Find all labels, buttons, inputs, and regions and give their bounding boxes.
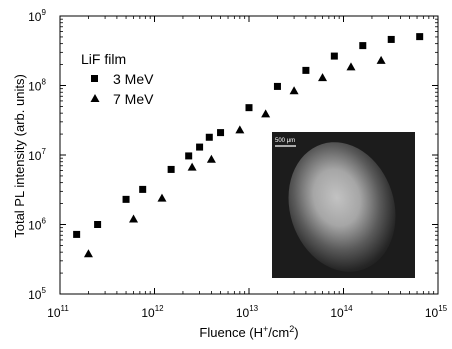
data-point-3mev	[273, 82, 281, 90]
x-tick-label: 1015	[425, 304, 448, 320]
data-point-3mev	[196, 143, 204, 151]
data-point-7mev	[346, 62, 356, 71]
x-tick-label-exponent: 15	[438, 304, 447, 313]
inset-scale-bar-label: 500 μm	[275, 138, 295, 144]
x-tick-label: 1014	[330, 304, 353, 320]
data-point-7mev	[187, 162, 197, 171]
y-tick-label: 109	[28, 8, 46, 24]
legend-marker-7mev	[90, 94, 100, 102]
y-tick-label-exponent: 9	[41, 8, 46, 17]
x-tick-label-base: 10	[47, 306, 61, 320]
data-point-3mev	[139, 185, 147, 193]
legend-marker-3mev	[91, 75, 98, 82]
y-tick-label: 105	[28, 286, 46, 302]
inset-pl-spot	[288, 142, 396, 272]
data-point-3mev	[217, 129, 225, 137]
data-point-3mev	[387, 35, 395, 43]
legend-label-3mev: 3 MeV	[113, 71, 154, 87]
data-point-7mev	[318, 73, 328, 82]
x-tick-label-exponent: 13	[249, 304, 258, 313]
series-3mev-markers	[73, 33, 424, 238]
x-axis-title-text: Fluence (H	[199, 325, 263, 340]
y-tick-label-base: 10	[28, 10, 42, 24]
data-point-3mev	[245, 104, 253, 112]
y-tick-label: 107	[28, 147, 46, 163]
x-tick-label-exponent: 14	[344, 304, 353, 313]
data-point-3mev	[416, 33, 424, 41]
data-point-7mev	[261, 109, 271, 118]
x-axis-title-mid: /cm	[268, 325, 289, 340]
x-axis-title-superscript: +	[263, 324, 268, 334]
y-tick-label-base: 10	[28, 288, 42, 302]
legend-label-7mev: 7 MeV	[113, 91, 154, 107]
data-point-7mev	[235, 125, 245, 134]
y-tick-label-exponent: 5	[41, 286, 46, 295]
data-point-3mev	[167, 165, 175, 173]
inset-image: 500 μm	[272, 132, 415, 278]
data-point-3mev	[205, 133, 213, 141]
data-point-7mev	[206, 154, 216, 163]
x-axis-title: Fluence (H+/cm2)	[199, 324, 298, 340]
data-point-3mev	[185, 152, 193, 160]
x-tick-label: 1011	[47, 304, 69, 320]
data-point-3mev	[330, 52, 338, 60]
data-point-3mev	[359, 42, 367, 50]
y-tick-label-base: 10	[28, 219, 42, 233]
data-point-7mev	[157, 193, 167, 202]
y-tick-label-base: 10	[28, 80, 42, 94]
data-point-3mev	[94, 221, 102, 228]
legend-title: LiF film	[81, 51, 126, 67]
x-tick-label-base: 10	[236, 306, 250, 320]
y-axis-title: Total PL intensity (arb. units)	[12, 74, 27, 238]
data-point-3mev	[122, 195, 130, 203]
y-tick-label: 108	[28, 78, 46, 94]
data-point-3mev	[302, 66, 310, 74]
x-axis-ticks: 1011 1012 1013 1014 1015	[47, 16, 448, 320]
y-tick-label-base: 10	[28, 149, 42, 163]
plot-frame	[59, 15, 439, 295]
x-axis-title-superscript-2: 2	[289, 324, 294, 334]
y-tick-label: 106	[28, 217, 46, 233]
data-point-7mev	[83, 249, 93, 258]
x-tick-label-exponent: 11	[61, 304, 70, 313]
y-tick-label-exponent: 8	[41, 78, 46, 87]
data-point-7mev	[129, 214, 139, 223]
x-tick-label-base: 10	[330, 306, 344, 320]
data-point-7mev	[376, 55, 386, 64]
y-tick-label-exponent: 6	[41, 217, 46, 226]
data-point-7mev	[289, 86, 299, 95]
legend: LiF film 3 MeV 7 MeV	[81, 51, 154, 107]
y-tick-label-exponent: 7	[41, 147, 46, 156]
x-tick-label: 1013	[236, 304, 259, 320]
x-tick-label: 1012	[141, 304, 164, 320]
series-7mev-markers	[83, 55, 386, 258]
data-point-3mev	[73, 230, 81, 238]
x-axis-title-end: )	[294, 325, 298, 340]
x-tick-label-exponent: 12	[155, 304, 164, 313]
x-tick-label-base: 10	[141, 306, 155, 320]
x-tick-label-base: 10	[425, 306, 439, 320]
